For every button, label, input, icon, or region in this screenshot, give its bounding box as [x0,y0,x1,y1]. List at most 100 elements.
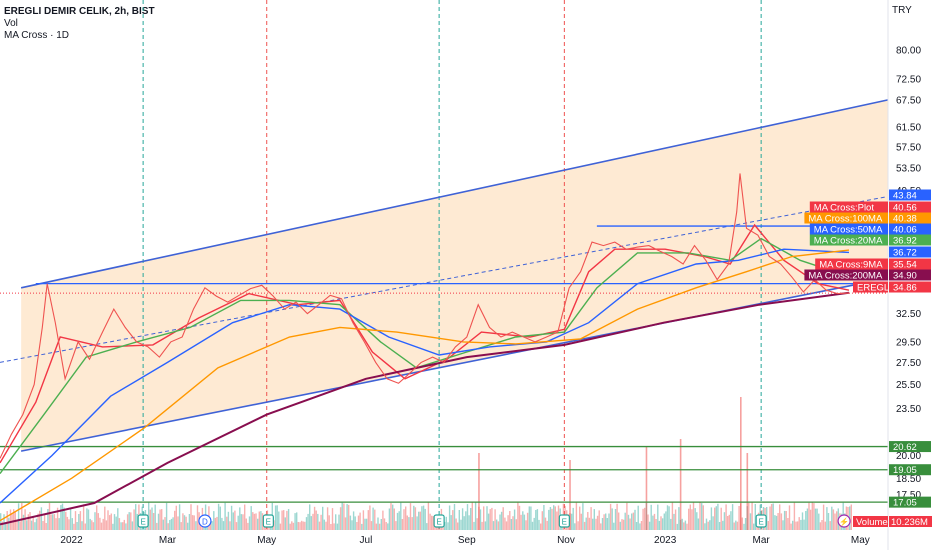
badge-label-2: MA Cross:50MA [814,225,883,236]
volume-indicator-label[interactable]: Vol [4,18,18,29]
volume-bar [582,503,584,530]
volume-bar [632,512,635,530]
volume-bar [398,511,400,530]
volume-bar [50,514,52,530]
volume-bar [728,514,730,530]
volume-bar [692,502,695,530]
volume-bar [777,513,779,530]
volume-bar [323,519,325,530]
volume-bar [219,506,221,530]
volume-bar [338,514,340,530]
volume-bar [357,515,360,530]
volume-bar [230,505,233,530]
volume-label: Volume [856,517,888,528]
badge-value-6: 34.86 [893,283,917,294]
volume-bar [650,504,652,530]
volume-bar [240,514,243,530]
badge-value-1: 40.38 [893,214,917,225]
volume-bar [502,507,504,530]
volume-bar [622,519,625,530]
volume-bar [774,515,776,530]
ma-line-2 [0,248,850,504]
price-tick-2: 67.50 [896,95,921,106]
volume-bar [616,503,618,530]
volume-bar [260,511,262,530]
volume-bar [697,518,700,530]
channel-fill [21,99,888,452]
volume-bar [382,510,384,530]
volume-bar [585,517,587,530]
volume-bar [496,519,498,530]
volume-bar [596,515,599,530]
event-marker-0-bg [137,514,149,528]
time-tick-4: Sep [458,535,476,546]
volume-bar [252,512,254,530]
volume-bar [471,502,473,530]
hline-label-4: 17.05 [893,498,917,509]
volume-bar [58,518,60,530]
volume-bar [500,511,503,530]
volume-bar [509,511,511,530]
volume-bar [21,503,23,530]
volume-bar [78,514,80,530]
volume-bar [648,521,651,530]
price-tick-3: 61.50 [896,123,921,134]
volume-bar [336,523,339,530]
volume-bar [6,511,8,530]
ma-cross-indicator-label[interactable]: MA Cross · 1D [4,30,70,41]
volume-bar [674,509,677,530]
volume-bar [499,514,501,530]
volume-bar [115,516,117,530]
currency-label: TRY [892,5,912,16]
event-marker-3-bg [433,514,445,528]
hline-label-bg-0 [889,189,931,201]
badge-label-5: MA Cross:200MA [808,271,883,282]
volume-bar [754,504,756,530]
event-marker-5: E [758,518,763,527]
volume-bar [671,502,674,530]
volume-bar [17,503,20,530]
volume-bar [309,504,311,530]
volume-bar [34,522,36,530]
volume-bar [489,509,491,530]
volume-bar [505,521,508,530]
volume-bar [300,520,303,530]
volume-bar [79,511,82,530]
volume-bar [717,503,719,530]
volume-bar [598,510,600,530]
volume-bar [445,516,447,530]
volume-bar [152,513,155,530]
badge-label-bg-3 [809,234,888,246]
volume-bar [310,516,312,530]
volume-bar [515,519,517,530]
volume-bar [339,507,342,530]
volume-bar [341,502,343,530]
price-tick-13: 18.50 [896,474,921,485]
badge-value-3: 36.92 [893,236,917,247]
volume-bar [712,516,714,530]
badge-label-bg-4 [815,258,888,270]
volume-bar [60,505,62,530]
volume-bar [733,522,735,530]
volume-bar [0,513,2,530]
volume-bar [385,522,387,530]
volume-bar [156,522,158,530]
volume-bar [196,505,199,530]
volume-bar [89,518,91,530]
volume-bar [234,510,236,530]
volume-bar [484,521,487,530]
ma-line-1 [0,237,850,475]
time-tick-0: 2022 [60,535,83,546]
volume-bar [177,516,179,530]
volume-bar [104,506,106,530]
volume-bar [96,505,98,530]
badge-value-5: 34.90 [893,271,917,282]
volume-bar [805,511,807,530]
volume-bar [180,522,182,530]
volume-bar [22,514,25,530]
volume-bar [292,522,295,530]
volume-bar [294,513,296,530]
badge-label-bg-2 [809,223,888,235]
volume-bar [722,520,724,530]
